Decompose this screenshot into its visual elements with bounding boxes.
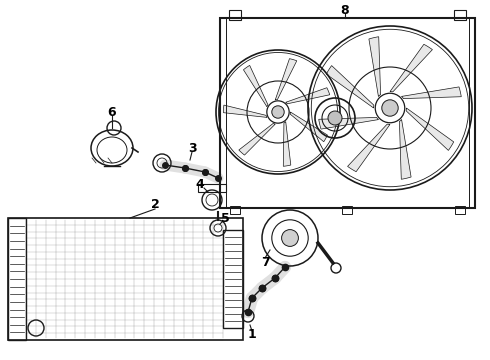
- Polygon shape: [326, 66, 374, 108]
- Bar: [229, 10, 241, 20]
- Polygon shape: [239, 123, 275, 155]
- Polygon shape: [244, 66, 268, 107]
- Text: 8: 8: [341, 4, 349, 17]
- Circle shape: [382, 100, 398, 116]
- Polygon shape: [369, 37, 381, 96]
- Bar: [220, 18, 475, 208]
- Bar: [230, 206, 240, 214]
- Text: 7: 7: [261, 256, 270, 269]
- Bar: [454, 10, 466, 20]
- Bar: [8, 218, 26, 340]
- Polygon shape: [290, 112, 327, 142]
- Polygon shape: [318, 117, 378, 129]
- Text: 1: 1: [247, 328, 256, 342]
- Circle shape: [272, 106, 284, 118]
- Text: 6: 6: [108, 105, 116, 118]
- Polygon shape: [390, 44, 432, 92]
- Text: 2: 2: [150, 198, 159, 211]
- Circle shape: [328, 111, 342, 125]
- Bar: [342, 206, 352, 214]
- Text: 4: 4: [196, 179, 204, 192]
- Text: 5: 5: [220, 211, 229, 225]
- Circle shape: [282, 230, 298, 246]
- Bar: [455, 206, 465, 214]
- Bar: [8, 218, 243, 340]
- Bar: [198, 184, 226, 192]
- Polygon shape: [347, 124, 390, 172]
- Polygon shape: [406, 108, 454, 150]
- Text: 3: 3: [188, 141, 196, 154]
- Polygon shape: [283, 122, 291, 166]
- Polygon shape: [399, 120, 411, 179]
- Polygon shape: [275, 59, 297, 100]
- Bar: [223, 230, 243, 328]
- Polygon shape: [223, 105, 267, 117]
- Polygon shape: [402, 87, 461, 99]
- Polygon shape: [286, 88, 330, 104]
